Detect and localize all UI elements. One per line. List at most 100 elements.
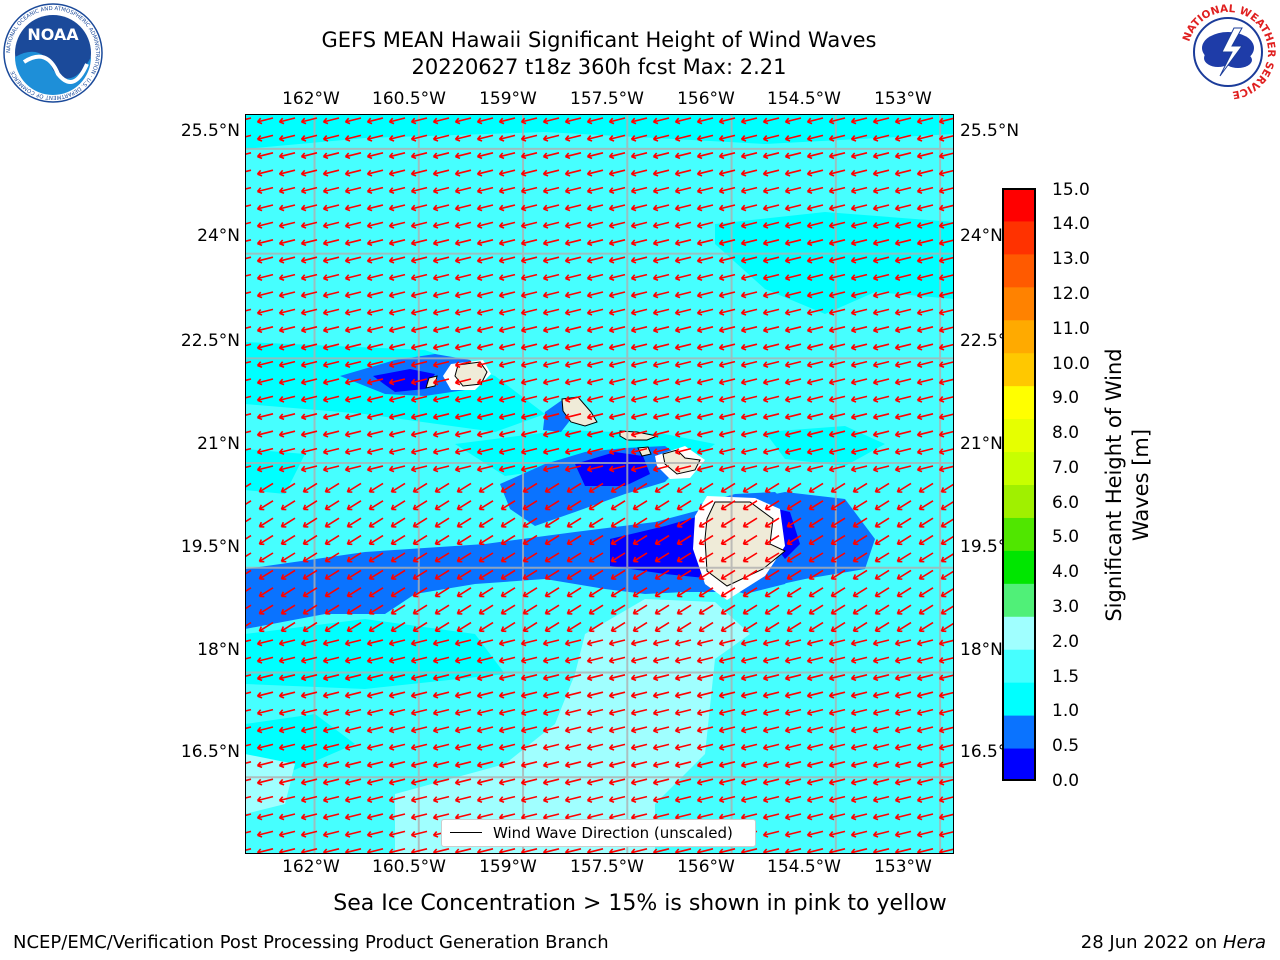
wind-arrow [542,395,560,403]
wind-arrow [344,117,362,125]
wind-arrow [742,621,758,633]
wind-arrow [828,204,846,212]
wind-arrow [256,674,274,682]
wind-arrow [608,204,626,212]
wind-arrow [696,639,714,647]
wind-arrow [894,656,912,664]
wind-arrow [896,587,912,598]
wind-arrow [388,413,406,421]
wind-arrow [476,413,494,421]
wind-arrow [368,587,384,598]
wind-arrow [674,256,692,264]
wind-arrow [520,691,538,699]
wind-arrow [322,326,340,334]
wind-arrow [454,691,472,699]
colorbar-bin [1002,418,1036,453]
wind-arrow [696,326,714,334]
wind-arrow [300,378,318,386]
wind-arrow [654,534,670,546]
wind-arrow [742,552,758,563]
wind-arrow [608,291,626,299]
wind-arrow [896,552,912,563]
wind-arrow [654,517,670,528]
wind-arrow [542,795,560,803]
wind-arrow [586,308,604,316]
wind-arrow [830,534,846,546]
wind-arrow [740,761,758,769]
colorbar-title-line2: Waves [m] [1129,428,1153,542]
wind-arrow [278,726,296,734]
wind-arrow [366,134,384,142]
colorbar-tick: 13.0 [1052,249,1090,269]
wind-arrow [366,691,384,699]
wind-arrow [454,708,472,716]
wind-arrow [346,621,362,633]
wind-arrow [542,343,560,351]
wind-arrow [322,308,340,316]
wind-arrow [322,273,340,281]
wind-arrow [938,395,954,403]
wind-arrow [850,291,868,299]
wind-arrow [784,778,802,786]
wind-arrow [566,621,582,633]
wind-arrow [608,656,626,664]
wind-arrow [872,761,890,769]
wind-arrow [806,186,824,194]
wind-arrow [806,169,824,177]
wind-arrow [762,813,780,821]
wind-arrow [630,291,648,299]
wind-arrow [872,413,890,421]
wind-arrow [786,482,802,493]
wind-arrow [852,604,868,615]
wind-arrow [894,761,912,769]
wind-arrow [586,413,604,421]
wind-arrow [828,186,846,194]
wind-arrow [300,778,318,786]
colorbar-bin [1002,188,1036,222]
wind-arrow [302,534,318,546]
wind-arrow [940,587,954,598]
wind-arrow [245,134,252,138]
wind-arrow [564,395,582,403]
wind-arrow [718,221,736,229]
wind-arrow [410,691,428,699]
wind-arrow [302,517,318,528]
wind-arrow [916,273,934,281]
wind-arrow [762,273,780,281]
wind-arrow [300,761,318,769]
wind-arrow [674,395,692,403]
wind-arrow [872,674,890,682]
wind-arrow [850,465,868,473]
wind-arrow [256,691,274,699]
wind-arrow [674,413,692,421]
wind-arrow [586,152,604,160]
wind-arrow [564,413,582,421]
wind-arrow [390,482,406,493]
wind-arrow [410,291,428,299]
wind-arrow [938,361,954,368]
wind-arrow [630,117,648,125]
wind-arrow [784,726,802,734]
wind-arrow [366,726,384,734]
lat-tick-left: 24°N [197,226,240,246]
wind-arrow [938,187,954,194]
wind-arrow [410,795,428,803]
wind-arrow [410,395,428,403]
wind-arrow [850,395,868,403]
colorbar-tick: 15.0 [1052,180,1090,200]
wind-arrow [456,621,472,633]
wind-arrow [698,482,714,493]
wind-arrow [850,830,868,838]
wind-arrow [872,708,890,716]
wind-arrow [564,204,582,212]
wind-arrow [520,430,538,438]
wind-arrow [632,482,648,493]
wind-arrow [872,430,890,438]
wind-arrow [608,743,626,751]
wind-arrow [586,656,604,664]
wind-arrow [454,256,472,264]
wind-arrow [938,778,954,786]
wind-arrow [520,273,538,281]
wind-arrow [476,256,494,264]
wind-arrow [894,413,912,421]
